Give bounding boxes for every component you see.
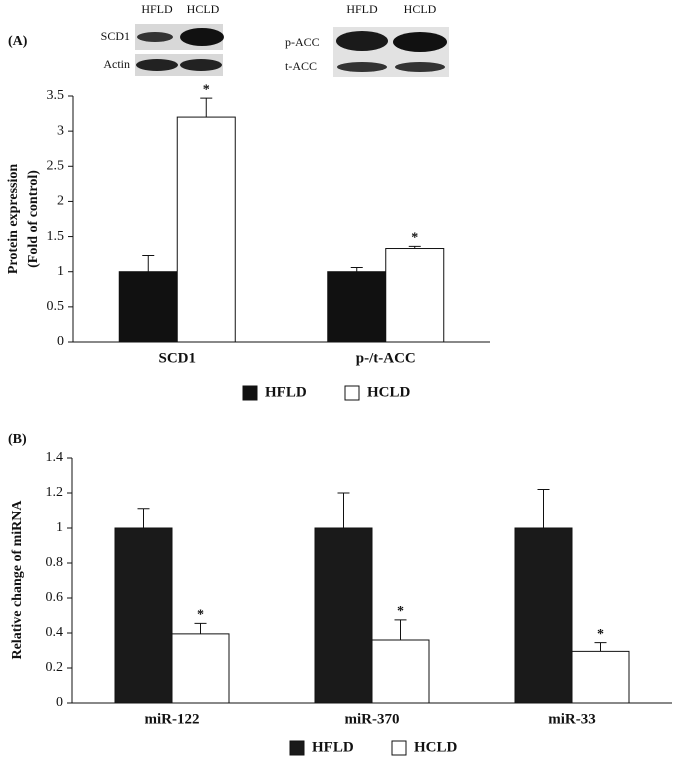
bar bbox=[314, 527, 373, 704]
y-axis-label: (Fold of control) bbox=[26, 170, 41, 268]
bar bbox=[385, 248, 445, 343]
panel-label: (B) bbox=[8, 432, 27, 447]
bar bbox=[371, 639, 430, 704]
bar bbox=[118, 271, 178, 343]
significance-marker: * bbox=[411, 231, 418, 246]
y-tick-label: 0.4 bbox=[46, 625, 64, 640]
y-tick-label: 0 bbox=[57, 334, 64, 349]
legend-swatch bbox=[344, 385, 360, 401]
y-tick-label: 1.5 bbox=[47, 229, 65, 244]
error-bar bbox=[350, 266, 363, 272]
bar bbox=[327, 271, 387, 343]
bar bbox=[176, 116, 236, 343]
error-bar bbox=[137, 508, 150, 528]
bar bbox=[571, 650, 630, 704]
x-tick-label: SCD1 bbox=[158, 350, 196, 366]
significance-marker: * bbox=[197, 608, 204, 623]
x-tick-label: p-/t-ACC bbox=[356, 350, 416, 366]
band bbox=[393, 32, 447, 52]
y-tick-label: 1.4 bbox=[46, 450, 64, 465]
y-tick-label: 1.2 bbox=[46, 485, 64, 500]
y-tick-label: 1 bbox=[56, 520, 63, 535]
panel-label: (A) bbox=[8, 34, 28, 49]
error-bar bbox=[337, 492, 350, 528]
legend-swatch bbox=[391, 740, 407, 756]
error-bar bbox=[194, 622, 207, 634]
x-tick-label: miR-370 bbox=[345, 711, 400, 727]
blot-left bbox=[135, 24, 224, 76]
legend-swatch bbox=[242, 385, 258, 401]
significance-marker: * bbox=[597, 627, 604, 642]
row-label: Actin bbox=[103, 57, 130, 71]
y-tick-label: 3 bbox=[57, 123, 64, 138]
y-tick-label: 2 bbox=[57, 194, 64, 209]
y-tick-label: 1 bbox=[57, 264, 64, 279]
error-bar bbox=[537, 489, 550, 528]
row-label: p-ACC bbox=[285, 35, 320, 49]
y-tick-label: 0.8 bbox=[46, 555, 64, 570]
bar bbox=[514, 527, 573, 704]
bar bbox=[114, 527, 173, 704]
x-tick-label: miR-33 bbox=[548, 711, 596, 727]
band bbox=[395, 62, 445, 72]
legend-label: HCLD bbox=[367, 384, 411, 400]
lane-label: HFLD bbox=[141, 2, 173, 16]
legend-label: HFLD bbox=[265, 384, 307, 400]
band bbox=[136, 59, 178, 71]
error-bar bbox=[142, 255, 155, 272]
y-tick-label: 0.6 bbox=[46, 590, 64, 605]
significance-marker: * bbox=[203, 82, 210, 97]
legend-label: HFLD bbox=[312, 739, 354, 755]
band bbox=[137, 32, 173, 42]
y-tick-label: 0.5 bbox=[47, 299, 65, 314]
y-tick-label: 0 bbox=[56, 695, 63, 710]
error-bar bbox=[200, 97, 213, 118]
x-tick-label: miR-122 bbox=[145, 711, 200, 727]
y-tick-label: 3.5 bbox=[47, 88, 65, 103]
y-tick-label: 2.5 bbox=[47, 159, 65, 174]
band bbox=[336, 31, 388, 51]
y-axis-label: Relative change of miRNA bbox=[10, 500, 25, 660]
bar bbox=[171, 633, 230, 704]
y-tick-label: 0.2 bbox=[46, 660, 64, 675]
significance-marker: * bbox=[397, 604, 404, 619]
error-bar bbox=[408, 245, 421, 249]
error-bar bbox=[394, 619, 407, 640]
row-label: SCD1 bbox=[101, 29, 130, 43]
y-axis-label: Protein expression bbox=[6, 164, 21, 275]
legend-swatch bbox=[289, 740, 305, 756]
row-label: t-ACC bbox=[285, 59, 317, 73]
lane-label: HCLD bbox=[187, 2, 220, 16]
lane-label: HCLD bbox=[404, 2, 437, 16]
band bbox=[180, 59, 222, 71]
error-bar bbox=[594, 642, 607, 652]
band bbox=[337, 62, 387, 72]
band bbox=[180, 28, 224, 46]
lane-label: HFLD bbox=[346, 2, 378, 16]
blot-right bbox=[333, 27, 449, 77]
legend-label: HCLD bbox=[414, 739, 458, 755]
